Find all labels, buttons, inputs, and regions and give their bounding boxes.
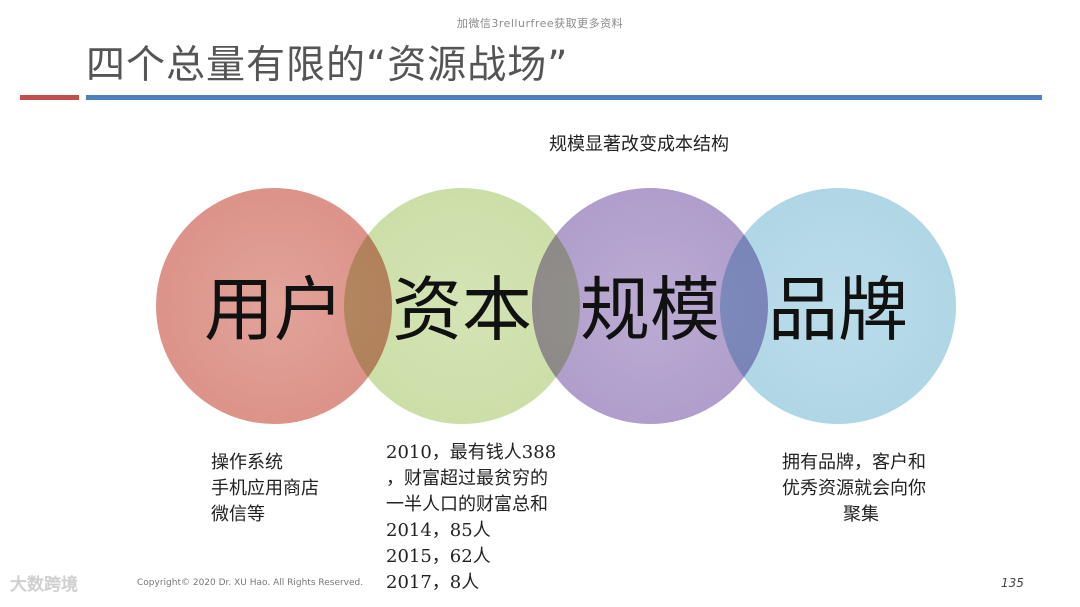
- scale-annotation: 规模显著改变成本结构: [549, 134, 729, 155]
- footer-logo: 大数跨境: [10, 570, 78, 595]
- circle-label-user: 用户: [204, 269, 344, 351]
- note-capital: 2010，最有钱人388 ，财富超过最贫穷的 一半人口的财富总和 2014，85…: [386, 440, 556, 596]
- note-capital-line: 2015，62人: [386, 546, 491, 567]
- note-capital-line: 2017，8人: [386, 572, 480, 593]
- page-number: 135: [1001, 576, 1024, 590]
- footer-logo-text: 大数跨境: [10, 575, 78, 595]
- note-capital-line: 一半人口的财富总和: [386, 494, 548, 515]
- note-user-line: 微信等: [211, 504, 265, 525]
- circle-label-scale: 规模: [580, 269, 720, 351]
- note-user: 操作系统 手机应用商店 微信等: [211, 450, 319, 528]
- footer-copyright: Copyright© 2020 Dr. XU Hao. All Rights R…: [137, 578, 364, 588]
- title-rule-blue: [86, 95, 1042, 100]
- note-brand: 拥有品牌，客户和 优秀资源就会向你 聚集: [782, 450, 926, 528]
- note-user-line: 操作系统: [211, 452, 283, 473]
- note-capital-line: 2010，最有钱人388: [386, 442, 557, 463]
- note-brand-line: 聚集: [843, 504, 879, 525]
- title-rule-red: [20, 95, 79, 100]
- note-capital-line: 2014，85人: [386, 520, 491, 541]
- note-capital-line: ，财富超过最贫穷的: [386, 468, 548, 489]
- circle-brand: [720, 188, 956, 424]
- slide-title: 四个总量有限的“资源战场”: [86, 43, 569, 88]
- top-watermark: 加微信3rellurfree获取更多资料: [456, 17, 624, 30]
- note-brand-line: 优秀资源就会向你: [782, 478, 926, 499]
- circle-label-brand: 品牌: [768, 269, 908, 351]
- note-user-line: 手机应用商店: [211, 478, 319, 499]
- note-brand-line: 拥有品牌，客户和: [782, 452, 926, 473]
- circle-label-capital: 资本: [392, 269, 532, 351]
